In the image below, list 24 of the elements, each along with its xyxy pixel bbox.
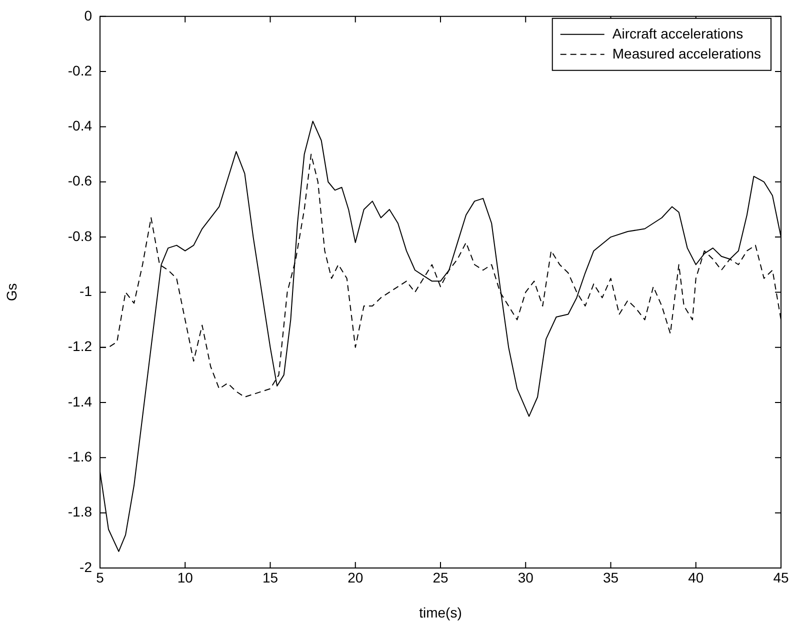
x-tick-label: 15 (262, 569, 278, 586)
y-tick-label: -1 (80, 283, 92, 300)
y-tick-label: -0.4 (68, 118, 92, 134)
y-tick-label: 0 (84, 7, 92, 24)
y-tick-label: -1.8 (68, 504, 92, 520)
x-tick-label: 20 (348, 569, 364, 586)
y-tick-label: -2 (80, 558, 92, 575)
x-tick-label: 45 (773, 569, 789, 586)
y-tick-label: -1.2 (68, 338, 92, 354)
x-tick-label: 40 (688, 569, 704, 586)
x-axis-title: time(s) (419, 604, 462, 620)
y-tick-label: -1.4 (68, 393, 92, 410)
y-tick-label: -1.6 (68, 448, 92, 465)
legend-label: Aircraft accelerations (612, 25, 744, 42)
y-axis-title: Gs (3, 283, 20, 302)
x-tick-label: 30 (518, 569, 534, 586)
y-tick-label: -0.8 (68, 228, 92, 244)
x-tick-label: 10 (177, 569, 194, 586)
x-tick-label: 5 (96, 569, 104, 586)
x-tick-label: 25 (432, 569, 448, 586)
y-tick-label: -0.2 (68, 62, 92, 78)
x-tick-label: 35 (602, 569, 619, 586)
y-tick-label: -0.6 (68, 172, 92, 189)
legend-label: Measured accelerations (612, 45, 762, 62)
